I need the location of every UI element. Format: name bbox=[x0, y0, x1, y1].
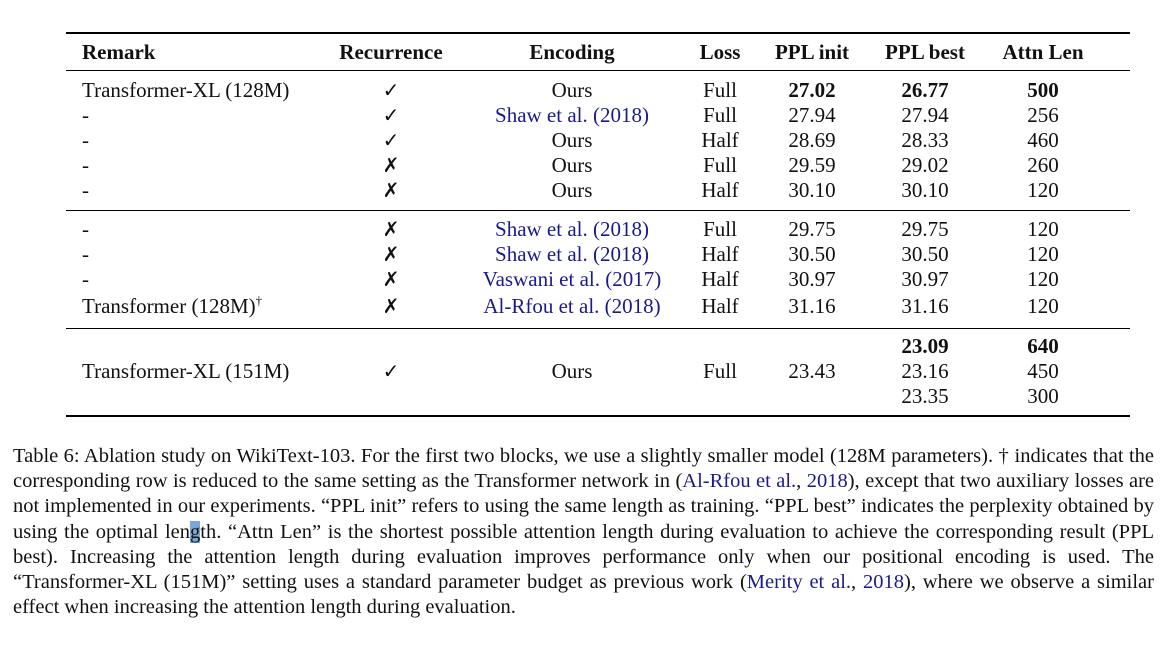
table-caption: Table 6: Ablation study on WikiText-103.… bbox=[13, 445, 1155, 619]
table-row-remark: Transformer-XL (128M) bbox=[82, 78, 290, 102]
table-row-remark: Transformer-XL (151M) bbox=[82, 359, 290, 383]
table-row-remark: Transformer (128M)† bbox=[82, 293, 263, 318]
table-row-remark: - bbox=[82, 242, 89, 266]
dagger-mark: † bbox=[255, 293, 263, 308]
block-rule-2 bbox=[66, 328, 1130, 329]
block-rule-1 bbox=[66, 210, 1130, 211]
header-remark: Remark bbox=[82, 40, 156, 64]
citation-link[interactable]: Merity et al. bbox=[746, 571, 852, 594]
table-row-remark: - bbox=[82, 153, 89, 177]
citation-link[interactable]: Al-Rfou et al. bbox=[682, 470, 797, 493]
table-bottom-rule bbox=[66, 415, 1130, 417]
citation-year-link[interactable]: 2018 bbox=[806, 470, 848, 493]
table-row-remark: - bbox=[82, 103, 89, 127]
table-row-remark: - bbox=[82, 128, 89, 152]
table-row-remark: - bbox=[82, 267, 89, 291]
header-rule bbox=[66, 70, 1130, 71]
text-selection-highlight[interactable]: g bbox=[190, 520, 201, 543]
table-row-remark: - bbox=[82, 217, 89, 241]
table-row-remark: - bbox=[82, 178, 89, 202]
table-top-rule bbox=[66, 32, 1130, 34]
citation-year-link[interactable]: 2018 bbox=[863, 571, 904, 594]
